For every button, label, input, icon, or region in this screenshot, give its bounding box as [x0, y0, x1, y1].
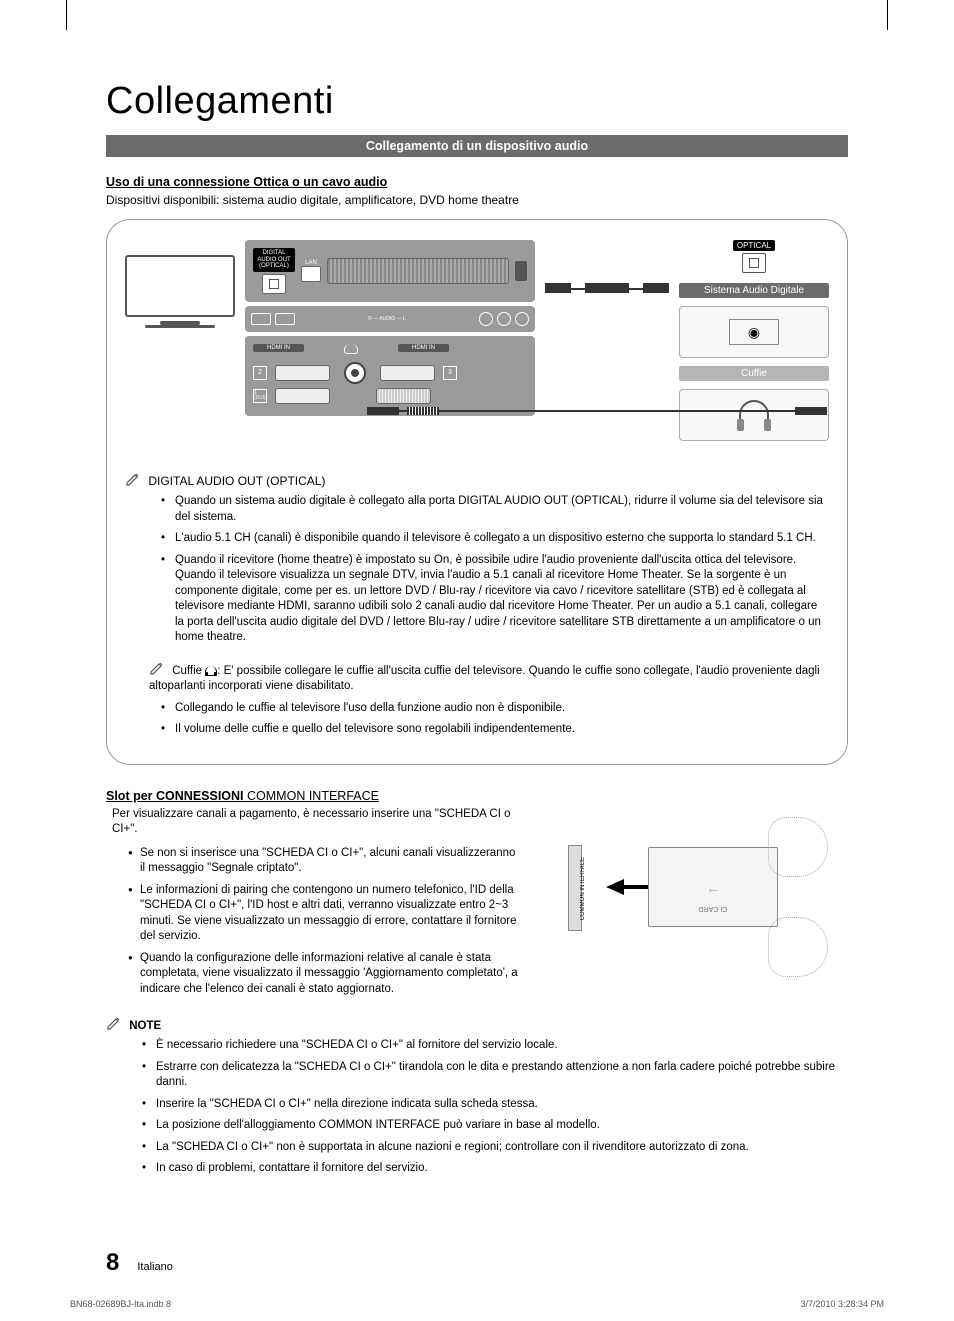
list-item: La posizione dell'alloggiamento COMMON I… [146, 1118, 848, 1134]
file-name: BN68-02689BJ-Ita.indb 8 [70, 1299, 171, 1309]
list-item: Il volume delle cuffie e quello del tele… [165, 722, 829, 738]
hand-icon [768, 917, 828, 977]
audio-rl-label: R — AUDIO — L [299, 316, 475, 322]
optical-port-label: OPTICAL [733, 240, 775, 251]
list-item: Se non si inserisce una "SCHEDA CI o CI+… [128, 846, 520, 877]
list-item: L'audio 5.1 CH (canali) è disponibile qu… [165, 531, 829, 547]
hdmi-in-label-2: HDMI IN [398, 344, 449, 352]
cuffie-notes: Collegando le cuffie al televisore l'uso… [125, 701, 829, 738]
list-item: Estrarre con delicatezza la "SCHEDA CI o… [146, 1060, 848, 1091]
ci-card-text: CI CARD [649, 905, 777, 912]
ci-heading: Slot per CONNESSIONI COMMON INTERFACE [106, 789, 848, 803]
headphones-icon [679, 389, 829, 441]
description: Dispositivi disponibili: sistema audio d… [106, 193, 848, 207]
ci-slot-label: COMMON INTERFACE [580, 857, 586, 920]
subheading: Uso di una connessione Ottica o un cavo … [106, 175, 848, 189]
digital-audio-out-label: DIGITAL AUDIO OUT (OPTICAL) [253, 248, 295, 272]
list-item: Quando il ricevitore (home theatre) è im… [165, 553, 829, 646]
dvi-label: 1 (DVI) [253, 389, 267, 403]
hand-icon [768, 817, 828, 877]
digital-audio-notes: Quando un sistema audio digitale è colle… [125, 494, 829, 646]
list-item: È necessario richiedere una "SCHEDA CI o… [146, 1038, 848, 1054]
list-item: Inserire la "SCHEDA CI o CI+" nella dire… [146, 1097, 848, 1113]
note-icon [125, 471, 141, 487]
note-heading: NOTE [106, 1013, 848, 1032]
section-banner: Collegamento di un dispositivo audio [106, 135, 848, 157]
language-label: Italiano [137, 1261, 172, 1273]
tv-back-panel: DIGITAL AUDIO OUT (OPTICAL) LAN R — AUDI… [245, 240, 535, 416]
list-item: Collegando le cuffie al televisore l'uso… [165, 701, 829, 717]
connection-diagram: DIGITAL AUDIO OUT (OPTICAL) LAN R — AUDI… [106, 219, 848, 765]
ci-bullets: Se non si inserisce una "SCHEDA CI o CI+… [106, 846, 520, 998]
headphone-jack [344, 362, 366, 384]
digital-audio-system-label: Sistema Audio Digitale [679, 283, 829, 298]
ci-intro: Per visualizzare canali a pagamento, è n… [106, 807, 520, 838]
page-title: Collegamenti [106, 80, 848, 123]
wide-connector [327, 258, 509, 284]
cuffie-paragraph: Cuffie : E' possibile collegare le cuffi… [125, 658, 829, 695]
optical-cable [545, 260, 669, 340]
note-icon [106, 1015, 122, 1031]
page-number: 8 [106, 1249, 119, 1277]
headphone-inline-icon [205, 666, 217, 676]
ci-notes: È necessario richiedere una "SCHEDA CI o… [106, 1038, 848, 1177]
ci-card-illustration: COMMON INTERFACE ← CI CARD [538, 807, 848, 977]
tv-icon [125, 255, 235, 340]
arrow-left-icon [606, 879, 624, 895]
headphone-cable [367, 410, 827, 412]
list-item: In caso di problemi, contattare il forni… [146, 1161, 848, 1177]
list-item: Quando la configurazione delle informazi… [128, 951, 520, 998]
note-icon [149, 660, 165, 676]
cuffie-label: Cuffie [679, 366, 829, 381]
lan-label: LAN [301, 260, 321, 266]
hdmi-in-label-1: HDMI IN [253, 344, 304, 352]
receiver-icon: ◉ [679, 306, 829, 358]
list-item: La "SCHEDA CI o CI+" non è supportata in… [146, 1140, 848, 1156]
list-item: Le informazioni di pairing che contengon… [128, 883, 520, 945]
list-item: Quando un sistema audio digitale è colle… [165, 494, 829, 525]
digital-audio-out-heading: DIGITAL AUDIO OUT (OPTICAL) [125, 469, 829, 488]
timestamp: 3/7/2010 3:28:34 PM [800, 1299, 884, 1309]
